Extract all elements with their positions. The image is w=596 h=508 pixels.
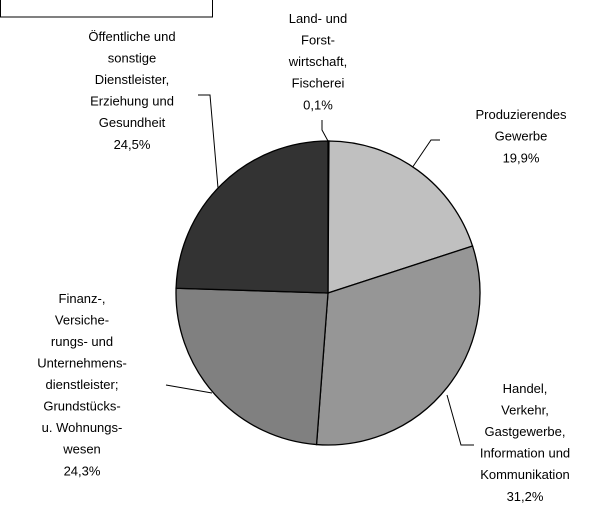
frame-box — [0, 0, 213, 18]
leader-line — [411, 139, 440, 169]
pie-slice — [315, 245, 481, 446]
leader-line — [321, 120, 329, 142]
value-label: 31,2% — [507, 489, 544, 504]
pie-slice — [327, 140, 474, 294]
pie-slice — [175, 287, 329, 446]
leader-line — [165, 384, 213, 394]
slice-label: Öffentliche und sonstige Dienstleister, Erz… — [88, 29, 175, 130]
value-label: 19,9% — [503, 150, 540, 165]
leader-line — [198, 94, 219, 189]
value-label: 24,5% — [114, 137, 151, 152]
pie-slice — [175, 140, 329, 294]
slice-label: Handel, Verkehr, Gastgewerbe, Information u… — [480, 381, 570, 482]
value-label: 24,3% — [64, 463, 101, 478]
slice-label: Land- und Forst-wirtschaft, Fischerei — [288, 11, 348, 91]
value-label: 0,1% — [303, 97, 333, 112]
slice-label: Finanz-, Versiche-rungs- und Unternehmens-… — [37, 291, 127, 457]
slice-label: Produzierendes Gewerbe — [475, 107, 567, 144]
leader-lines — [165, 94, 474, 446]
leader-line — [446, 394, 474, 446]
